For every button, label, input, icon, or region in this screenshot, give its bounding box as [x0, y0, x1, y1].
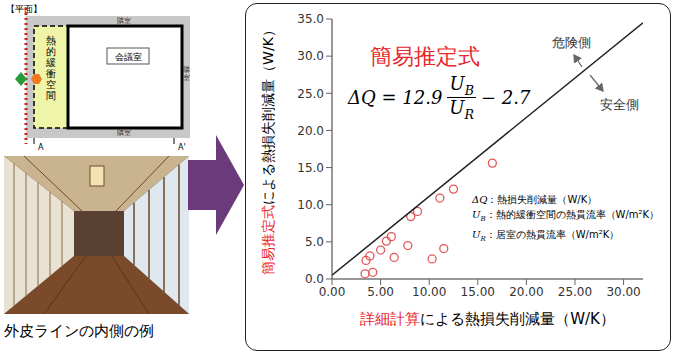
svg-text:5.00: 5.00 [367, 285, 394, 299]
svg-text:30.0: 30.0 [297, 49, 324, 63]
html-text:危険側: 危険側 [552, 35, 591, 50]
svg-text:25.00: 25.00 [558, 285, 592, 299]
svg-text:5.0: 5.0 [305, 235, 324, 249]
svg-text:間: 間 [46, 90, 56, 101]
html-text:ΔQ = 12.9: ΔQ = 12.9 [348, 87, 443, 108]
svg-text:室: 室 [183, 74, 190, 82]
html-text:外皮ラインの内側の例: 外皮ラインの内側の例 [4, 322, 154, 340]
svg-text:緩: 緩 [45, 57, 56, 68]
svg-text:隣: 隣 [183, 66, 190, 74]
svg-text:A': A' [178, 143, 186, 152]
svg-text:空: 空 [46, 79, 56, 90]
svg-text:20.0: 20.0 [297, 124, 324, 138]
svg-text:隣室: 隣室 [117, 129, 131, 137]
html-text:安全側: 安全側 [600, 97, 639, 112]
html-text:UR: UR [449, 97, 474, 122]
html-text:簡易推定式: 簡易推定式 [260, 204, 276, 275]
svg-text:35.0: 35.0 [297, 12, 324, 26]
html-text:詳細計算による熱損失削減量（W/K）: 詳細計算による熱損失削減量（W/K） [360, 310, 615, 328]
svg-text:隣室: 隣室 [117, 17, 131, 25]
svg-text:10.00: 10.00 [412, 285, 446, 299]
html-text:UB: UB [449, 73, 474, 98]
svg-text:熱: 熱 [46, 35, 56, 46]
svg-text:20.00: 20.00 [509, 285, 543, 299]
svg-text:15.00: 15.00 [461, 285, 495, 299]
svg-text:10.0: 10.0 [297, 198, 324, 212]
svg-text:会議室: 会議室 [115, 52, 142, 62]
svg-text:衝: 衝 [46, 68, 56, 79]
svg-text:30.00: 30.00 [606, 285, 640, 299]
svg-text:的: 的 [46, 46, 56, 57]
svg-text:0.00: 0.00 [319, 285, 346, 299]
html-text:による熱損失削減量（W/K）: による熱損失削減量（W/K） [260, 23, 276, 205]
html-text:− 2.7: − 2.7 [481, 87, 531, 108]
html-text:UB：熱的緩衝空間の熱貫流率（W/m²K）: UB：熱的緩衝空間の熱貫流率（W/m²K） [472, 209, 660, 223]
html-text:簡易推定式: 簡易推定式 [370, 44, 480, 69]
svg-text:【平面】: 【平面】 [6, 4, 42, 14]
html-text:UR：居室の熱貫流率（W/m²K）: UR：居室の熱貫流率（W/m²K） [472, 229, 620, 243]
svg-text:15.0: 15.0 [297, 161, 324, 175]
svg-text:25.0: 25.0 [297, 87, 324, 101]
svg-text:0.0: 0.0 [305, 272, 324, 286]
html-text:ΔQ：熱損失削減量（W/K）: ΔQ：熱損失削減量（W/K） [472, 194, 598, 205]
svg-text:A: A [38, 143, 44, 152]
